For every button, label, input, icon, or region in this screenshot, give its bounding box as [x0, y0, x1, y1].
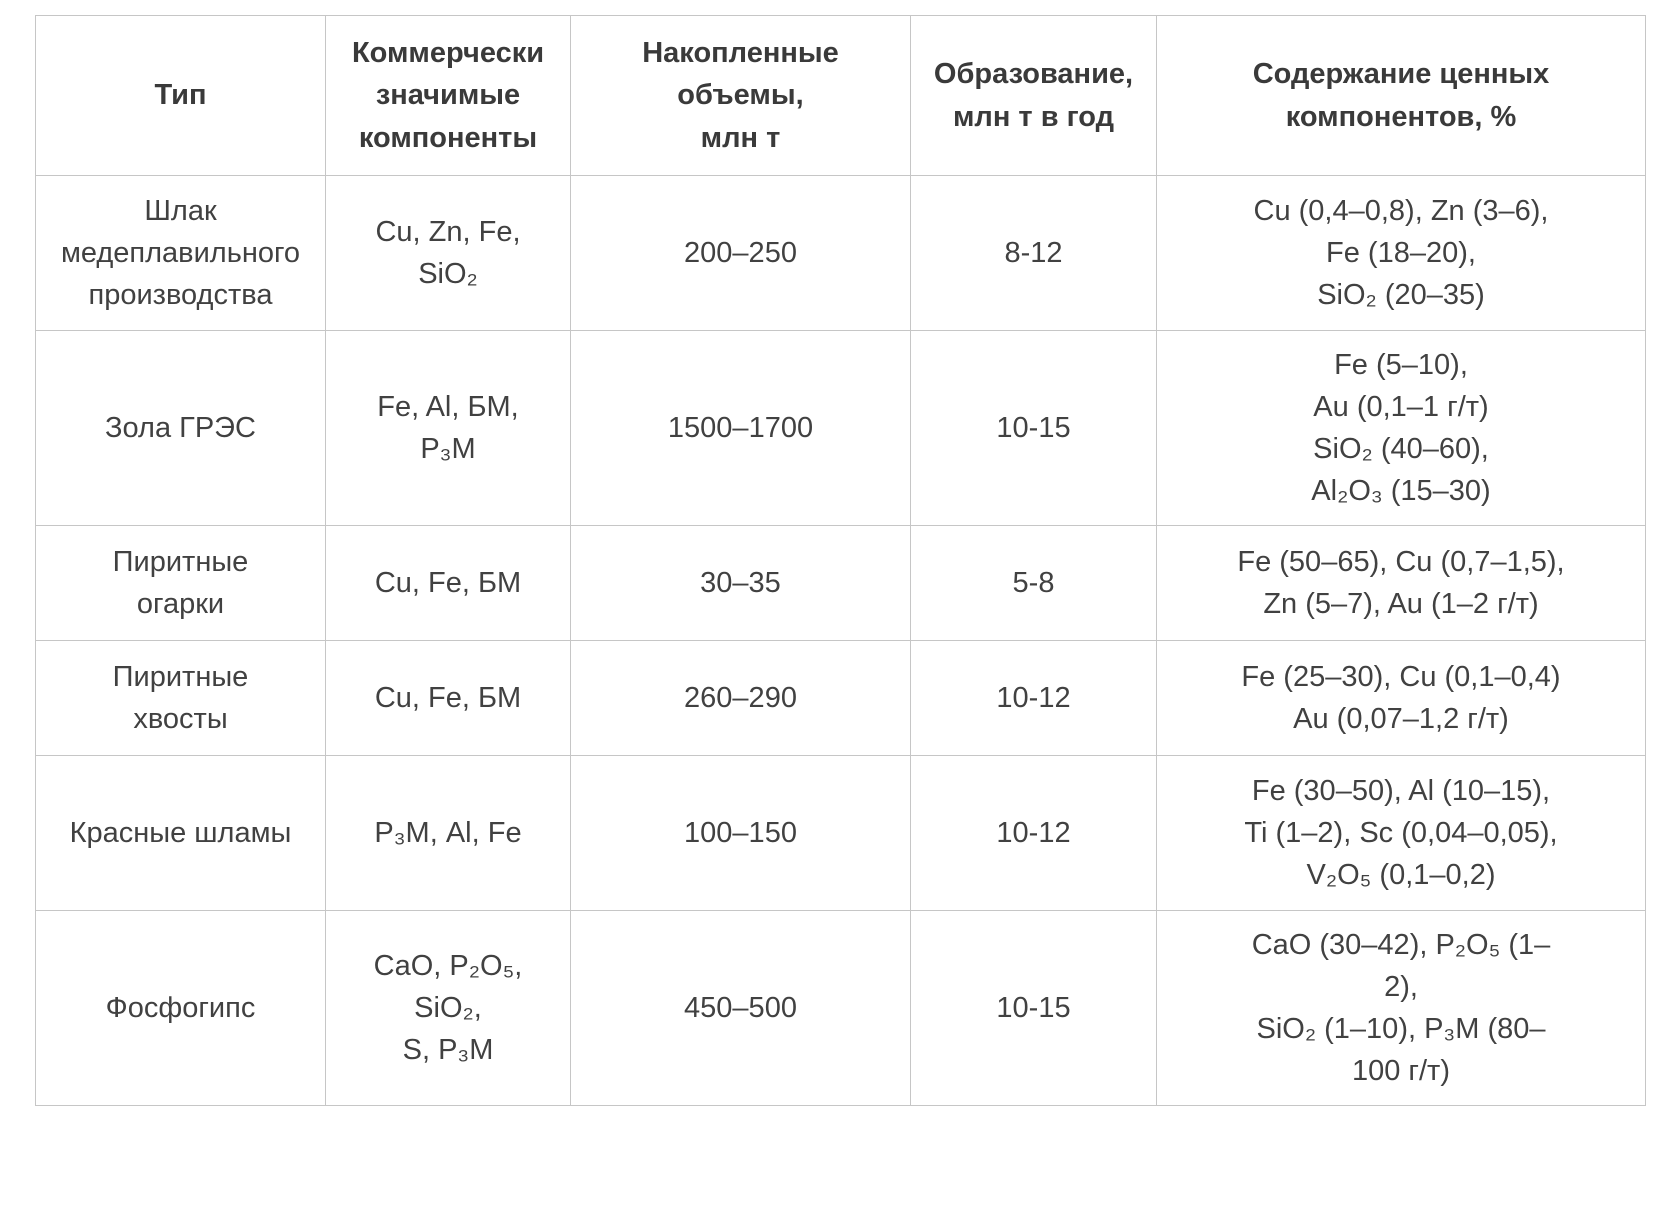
cell-components: CaO, P₂O₅, SiO₂, S, Р₃М: [325, 910, 571, 1106]
table-row: Фосфогипс CaO, P₂O₅, SiO₂, S, Р₃М 450–50…: [35, 910, 1646, 1106]
cell-type: Шлак медеплавильного производства: [35, 175, 326, 331]
cell-type: Красные шламы: [35, 755, 326, 911]
cell-accumulated-volume: 450–500: [570, 910, 911, 1106]
header-row: Тип Коммерчески значимые компоненты Нако…: [35, 15, 1646, 176]
cell-accumulated-volume: 1500–1700: [570, 330, 911, 526]
cell-valuable-content: CaO (30–42), P₂O₅ (1– 2), SiO₂ (1–10), Р…: [1156, 910, 1646, 1106]
cell-annual-formation: 5-8: [910, 525, 1157, 641]
table-row: Пиритные огарки Cu, Fe, БМ 30–35 5-8 Fe …: [35, 525, 1646, 641]
cell-components: Cu, Zn, Fe, SiO₂: [325, 175, 571, 331]
waste-types-table: Тип Коммерчески значимые компоненты Нако…: [35, 15, 1646, 1106]
cell-valuable-content: Fe (5–10), Au (0,1–1 г/т) SiO₂ (40–60), …: [1156, 330, 1646, 526]
cell-accumulated-volume: 100–150: [570, 755, 911, 911]
cell-type: Пиритные огарки: [35, 525, 326, 641]
table-row: Красные шламы Р₃М, Al, Fe 100–150 10-12 …: [35, 755, 1646, 911]
cell-valuable-content: Fe (30–50), Al (10–15), Ti (1–2), Sc (0,…: [1156, 755, 1646, 911]
cell-type: Зола ГРЭС: [35, 330, 326, 526]
cell-annual-formation: 10-12: [910, 640, 1157, 756]
table-row: Шлак медеплавильного производства Cu, Zn…: [35, 175, 1646, 331]
cell-valuable-content: Fe (25–30), Cu (0,1–0,4) Au (0,07–1,2 г/…: [1156, 640, 1646, 756]
cell-annual-formation: 10-15: [910, 330, 1157, 526]
header-cell-content: Содержание ценных компонентов, %: [1156, 15, 1646, 176]
cell-valuable-content: Fe (50–65), Cu (0,7–1,5), Zn (5–7), Au (…: [1156, 525, 1646, 641]
cell-type: Фосфогипс: [35, 910, 326, 1106]
header-cell-components: Коммерчески значимые компоненты: [325, 15, 571, 176]
table-row: Пиритные хвосты Cu, Fe, БМ 260–290 10-12…: [35, 640, 1646, 756]
cell-annual-formation: 10-15: [910, 910, 1157, 1106]
cell-components: Fe, Al, БМ, Р₃М: [325, 330, 571, 526]
header-cell-type: Тип: [35, 15, 326, 176]
cell-components: Cu, Fe, БМ: [325, 525, 571, 641]
cell-accumulated-volume: 30–35: [570, 525, 911, 641]
table-row: Зола ГРЭС Fe, Al, БМ, Р₃М 1500–1700 10-1…: [35, 330, 1646, 526]
cell-type: Пиритные хвосты: [35, 640, 326, 756]
header-cell-accumulated: Накопленные объемы, млн т: [570, 15, 911, 176]
cell-valuable-content: Cu (0,4–0,8), Zn (3–6), Fe (18–20), SiO₂…: [1156, 175, 1646, 331]
cell-accumulated-volume: 200–250: [570, 175, 911, 331]
header-cell-annual: Образование, млн т в год: [910, 15, 1157, 176]
cell-annual-formation: 10-12: [910, 755, 1157, 911]
cell-components: Cu, Fe, БМ: [325, 640, 571, 756]
cell-annual-formation: 8-12: [910, 175, 1157, 331]
cell-accumulated-volume: 260–290: [570, 640, 911, 756]
cell-components: Р₃М, Al, Fe: [325, 755, 571, 911]
